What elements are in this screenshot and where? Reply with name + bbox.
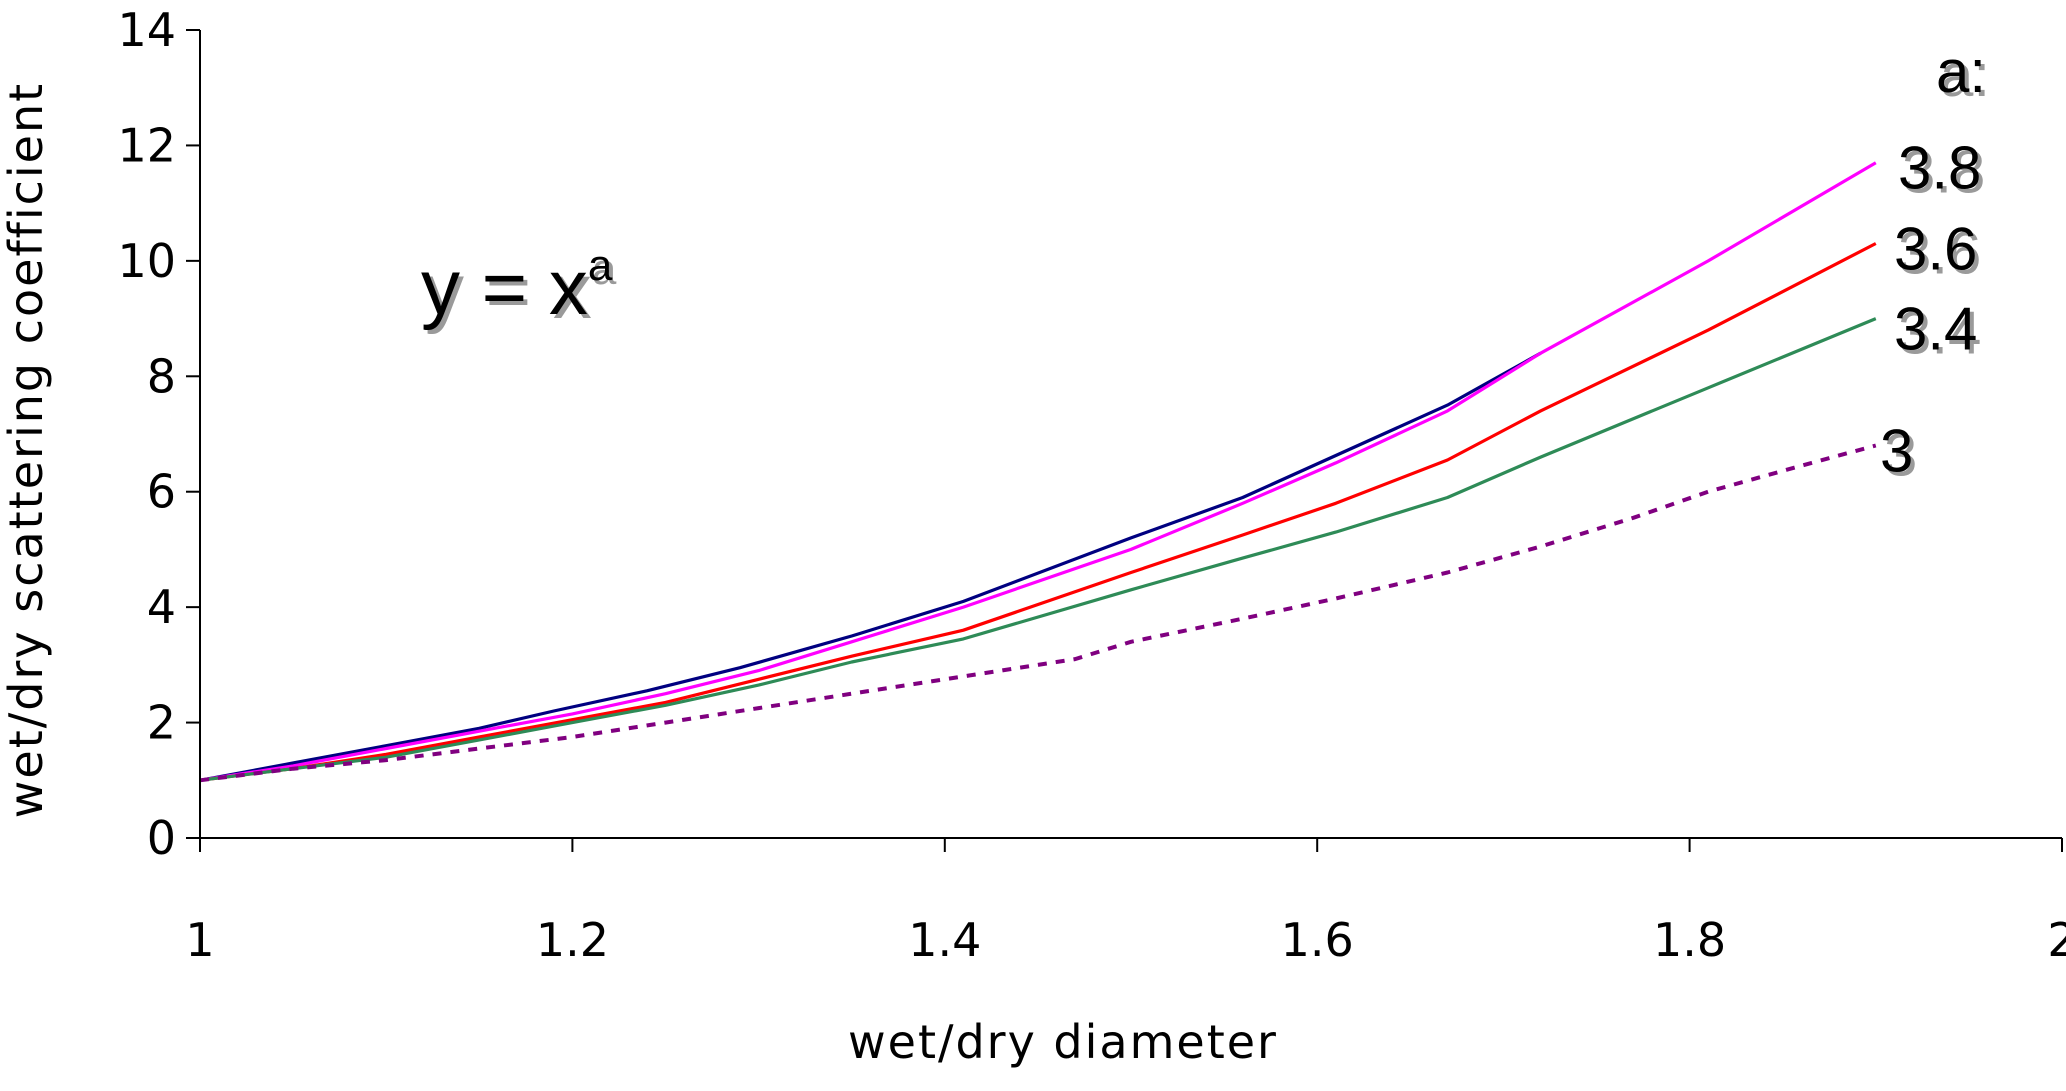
axes-layer — [199, 30, 2062, 839]
series-label-3.8: 3.83.8 — [1898, 135, 1985, 206]
series-label-3.4: 3.43.4 — [1894, 296, 1981, 367]
y-axis-title: wet/dry scattering coefficient — [0, 82, 53, 818]
series-layer — [199, 161, 1877, 783]
svg-text:a:: a: — [1936, 38, 1986, 105]
svg-text:3.6: 3.6 — [1898, 220, 1981, 287]
y-tick-label: 8 — [147, 349, 176, 403]
y-tick-label: 12 — [117, 118, 176, 172]
y-tick-label: 10 — [117, 234, 176, 288]
svg-text:3.6: 3.6 — [1894, 216, 1977, 283]
series-line-3.4 — [199, 317, 1877, 782]
equation-annotation: y = xa y = xa — [421, 241, 617, 335]
series-labels: a:a: 3.83.8 3.63.6 3.43.4 33 — [1880, 38, 1990, 489]
y-tick-label: 0 — [147, 811, 176, 865]
svg-text:3.4: 3.4 — [1898, 300, 1981, 367]
svg-text:3.4: 3.4 — [1894, 296, 1977, 363]
svg-text:a:: a: — [1940, 42, 1990, 109]
x-tick-label: 1.4 — [908, 913, 981, 967]
series-label-3.6: 3.63.6 — [1894, 216, 1981, 287]
ticks-layer: 0 2 4 6 8 10 12 14 1 1.2 1.4 1.6 1.8 2 — [117, 3, 2066, 967]
x-tick-label: 1.2 — [536, 913, 609, 967]
x-tick-label: 1 — [185, 913, 214, 967]
svg-text:3: 3 — [1884, 422, 1917, 489]
y-tick-label: 2 — [147, 696, 176, 750]
series-line-3.8 — [199, 161, 1877, 782]
series-line-3 — [199, 443, 1877, 783]
svg-text:y = xa: y = xa — [425, 245, 617, 335]
series-label-3: 33 — [1880, 418, 1917, 489]
series-line-3.6 — [199, 242, 1877, 782]
y-tick-label: 6 — [147, 465, 176, 519]
x-tick-label: 1.6 — [1281, 913, 1354, 967]
svg-text:3.8: 3.8 — [1898, 135, 1981, 202]
x-tick-label: 1.8 — [1653, 913, 1726, 967]
x-tick-label: 2 — [2047, 913, 2066, 967]
y-tick-label: 4 — [147, 580, 176, 634]
series-line-line-1 — [199, 351, 1542, 782]
svg-text:y = xa: y = xa — [421, 241, 613, 331]
svg-text:3.8: 3.8 — [1902, 139, 1985, 206]
svg-text:3: 3 — [1880, 418, 1913, 485]
series-label-header: a:a: — [1936, 38, 1990, 109]
y-tick-label: 14 — [117, 3, 176, 57]
x-axis-title: wet/dry diameter — [848, 1015, 1278, 1069]
